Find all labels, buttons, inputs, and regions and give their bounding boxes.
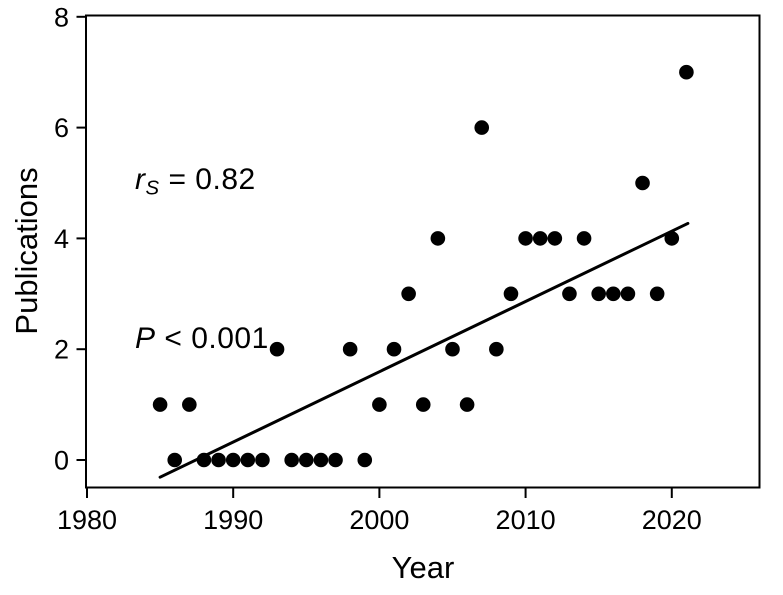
x-tick-label: 2020 [642, 505, 702, 535]
data-point [459, 397, 475, 412]
data-point [225, 452, 241, 468]
trend-line [158, 221, 690, 479]
data-point [386, 341, 402, 357]
x-tick-label: 2010 [496, 505, 556, 535]
y-tick-label: 6 [54, 113, 69, 143]
p-value: < 0.001 [155, 321, 269, 355]
data-point [269, 341, 285, 357]
x-tick-label: 1980 [57, 505, 117, 535]
data-point [547, 231, 563, 246]
data-point [357, 452, 373, 468]
data-point [401, 286, 416, 302]
r-symbol: r [135, 163, 146, 196]
data-point [255, 452, 270, 468]
data-point [196, 452, 212, 468]
x-axis-title: Year [391, 550, 455, 585]
y-tick-label: 4 [54, 224, 69, 254]
data-point [489, 341, 504, 357]
data-point [518, 231, 533, 246]
data-point [152, 397, 168, 412]
data-point [474, 120, 490, 135]
stats-annotation: rS = 0.82 P < 0.001 [135, 55, 269, 464]
plot-frame [85, 14, 761, 489]
data-point [182, 397, 197, 412]
data-point [620, 286, 636, 302]
data-point [211, 452, 226, 468]
r-subscript: S [145, 177, 160, 200]
r-value: = 0.82 [159, 163, 256, 196]
data-point [372, 397, 387, 412]
data-point [240, 452, 256, 468]
y-tick-label: 0 [54, 445, 69, 475]
data-point [649, 286, 665, 302]
data-point [591, 286, 606, 302]
data-point [679, 64, 694, 80]
y-tick-label: 2 [54, 335, 69, 365]
data-point [576, 231, 592, 246]
r-stat-line: rS = 0.82 [135, 155, 269, 214]
p-symbol: P [135, 321, 156, 355]
data-point [445, 341, 460, 357]
data-point [415, 397, 431, 412]
data-point [430, 231, 446, 246]
data-point [328, 452, 343, 468]
data-point [167, 452, 183, 468]
data-point [532, 231, 548, 246]
x-tick-label: 1990 [203, 505, 263, 535]
data-point [313, 452, 329, 468]
data-point [664, 231, 680, 246]
data-point [606, 286, 621, 302]
y-axis-title: Publications [9, 167, 44, 335]
data-point [342, 341, 358, 357]
data-point [503, 286, 519, 302]
x-tick-label: 2000 [349, 505, 409, 535]
p-stat-line: P < 0.001 [135, 314, 269, 364]
data-point [298, 452, 314, 468]
data-point [562, 286, 577, 302]
data-point [284, 452, 299, 468]
data-point [635, 175, 650, 191]
y-tick-label: 8 [54, 2, 69, 32]
